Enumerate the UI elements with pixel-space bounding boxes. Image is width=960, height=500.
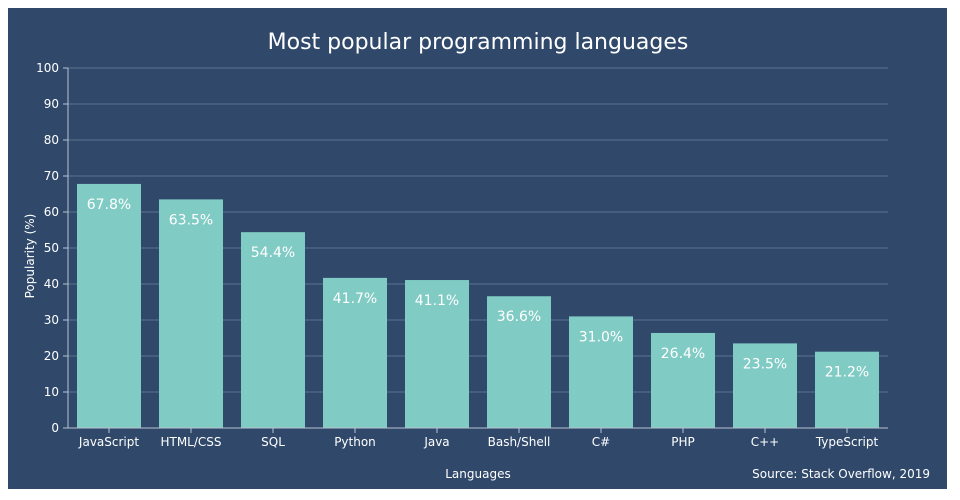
bar bbox=[241, 232, 305, 428]
bar bbox=[77, 183, 141, 428]
bar-value-label: 67.8% bbox=[87, 197, 131, 213]
value-labels: 67.8% 63.5% 54.4% 41.7% 41.1% 36.6% 31.0% 26.4%… bbox=[87, 197, 869, 381]
bar bbox=[323, 277, 387, 428]
y-tick-label: 90 bbox=[44, 97, 59, 111]
bar-value-label: 31.0% bbox=[579, 329, 623, 345]
y-tick-label: 70 bbox=[44, 169, 59, 183]
x-tick-label: Java bbox=[423, 435, 449, 449]
x-tick-label: HTML/CSS bbox=[160, 435, 221, 449]
y-tick-label: 30 bbox=[44, 313, 59, 327]
y-tick-label: 20 bbox=[44, 349, 59, 363]
x-axis-ticks: JavaScript HTML/CSS SQL Python Java Bash/Shel… bbox=[78, 428, 879, 449]
x-tick-label: C# bbox=[592, 435, 610, 449]
x-axis-title: Languages bbox=[445, 467, 510, 481]
bar bbox=[405, 280, 469, 428]
bar bbox=[569, 316, 633, 428]
y-tick-label: 100 bbox=[36, 61, 59, 75]
y-tick-label: 0 bbox=[51, 421, 59, 435]
chart-title: Most popular programming languages bbox=[268, 30, 689, 55]
bar-value-label: 23.5% bbox=[743, 356, 787, 372]
y-axis-title: Popularity (%) bbox=[23, 214, 37, 299]
y-tick-label: 40 bbox=[44, 277, 59, 291]
x-tick-label: SQL bbox=[261, 435, 285, 449]
bar-value-label: 21.2% bbox=[825, 365, 869, 381]
bars bbox=[77, 183, 879, 428]
y-axis-ticks: 0 10 20 30 40 50 60 70 80 90 100 bbox=[36, 61, 68, 435]
bar-value-label: 36.6% bbox=[497, 309, 541, 325]
bar bbox=[651, 332, 715, 428]
bar bbox=[733, 343, 797, 428]
bar bbox=[487, 296, 551, 428]
x-tick-label: PHP bbox=[671, 435, 695, 449]
bar-chart: Most popular programming languages 0 10 20… bbox=[23, 30, 930, 481]
y-tick-label: 50 bbox=[44, 241, 59, 255]
x-tick-label: C++ bbox=[751, 435, 780, 449]
source-note: Source: Stack Overflow, 2019 bbox=[752, 467, 930, 481]
bar-value-label: 63.5% bbox=[169, 212, 213, 228]
y-tick-label: 80 bbox=[44, 133, 59, 147]
bar bbox=[159, 199, 223, 428]
bar-value-label: 41.7% bbox=[333, 291, 377, 307]
x-tick-label: Python bbox=[334, 435, 376, 449]
y-tick-label: 10 bbox=[44, 385, 59, 399]
x-tick-label: JavaScript bbox=[78, 435, 139, 449]
chart-panel: Most popular programming languages 0 10 20… bbox=[8, 8, 947, 489]
bar bbox=[815, 351, 879, 428]
x-tick-label: TypeScript bbox=[815, 435, 879, 449]
x-tick-label: Bash/Shell bbox=[488, 435, 551, 449]
y-tick-label: 60 bbox=[44, 205, 59, 219]
bar-value-label: 26.4% bbox=[661, 346, 705, 362]
bar-value-label: 41.1% bbox=[415, 293, 459, 309]
bar-value-label: 54.4% bbox=[251, 245, 295, 261]
